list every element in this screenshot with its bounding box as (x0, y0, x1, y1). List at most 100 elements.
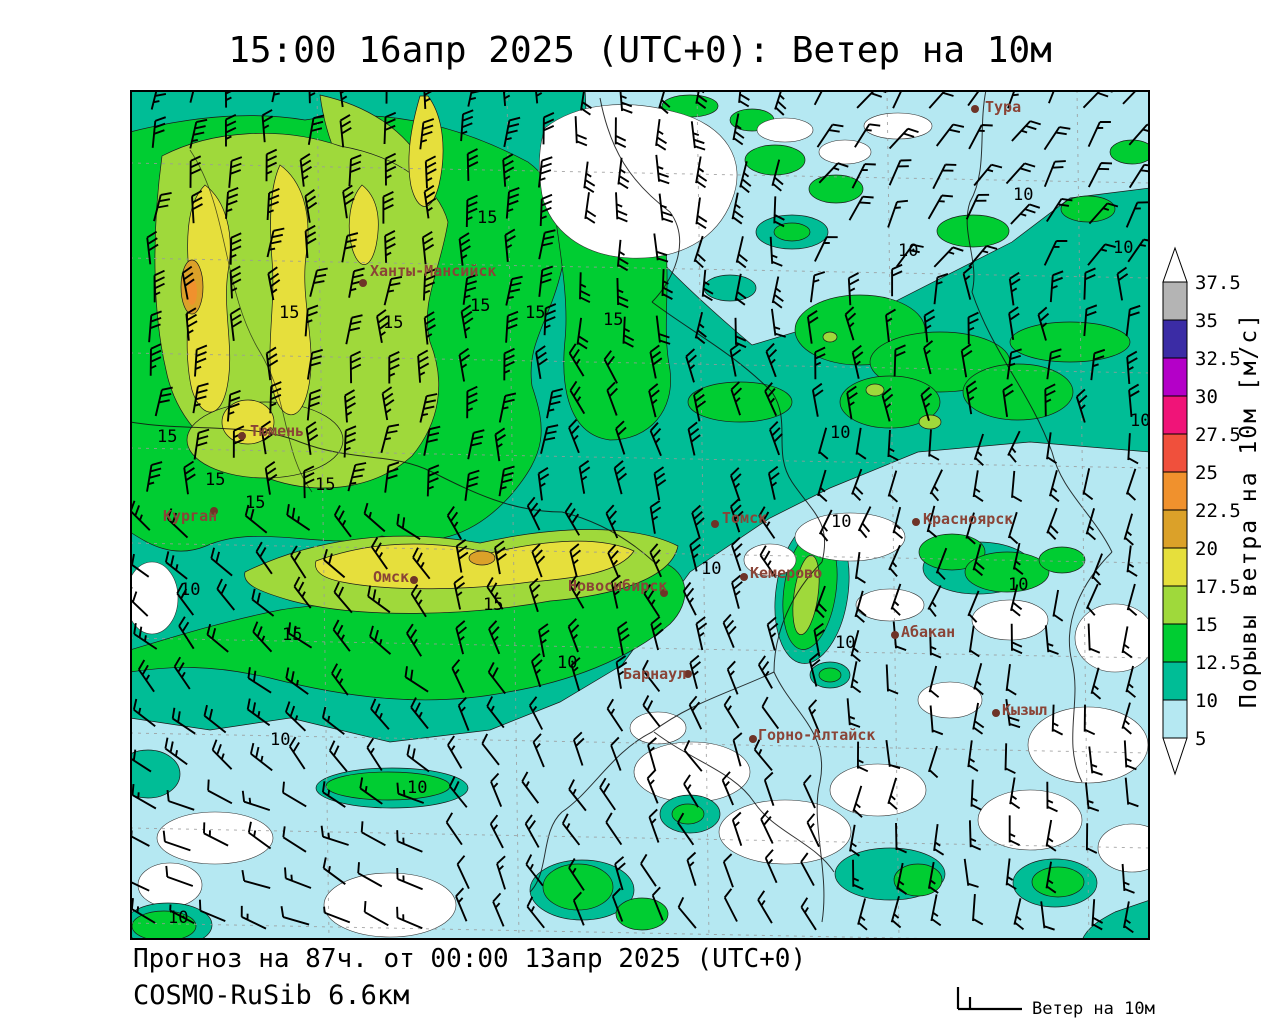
colorbar-axis-label: Порывы ветра на 10м [м/с] (1236, 312, 1262, 708)
region-blob (819, 140, 871, 164)
region-blob (704, 275, 756, 301)
region-blob (543, 864, 613, 910)
region-blob (819, 668, 841, 682)
city-label: Тура (985, 98, 1021, 116)
region-blob (919, 415, 941, 429)
colorbar-tick-label: 22.5 (1195, 500, 1241, 522)
city-label: Ханты-Мансийск (370, 262, 496, 280)
city-label: Томск (722, 509, 767, 527)
region-blob (830, 764, 926, 816)
colorbar: 37.53532.53027.52522.52017.51512.5105Пор… (1156, 246, 1280, 791)
colorbar-tick-label: 10 (1195, 690, 1218, 712)
page-title: 15:00 16апр 2025 (UTC+0): Ветер на 10м (0, 30, 1280, 71)
city-marker (749, 735, 757, 743)
contour-label: 10 (701, 559, 721, 579)
contour-label: 10 (1130, 411, 1150, 431)
region-blob (745, 145, 805, 175)
city-label: Горно-Алтайск (758, 726, 875, 744)
colorbar-arrow-up (1163, 248, 1187, 282)
region-blob (937, 215, 1009, 247)
contour-label: 15 (470, 296, 490, 316)
contour-label: 15 (477, 208, 497, 228)
region-blob (866, 384, 884, 396)
region-blob (856, 589, 924, 621)
colorbar-cell (1163, 548, 1187, 586)
forecast-info: Прогноз на 87ч. от 00:00 13апр 2025 (UTC… (133, 944, 806, 974)
region-blob (326, 772, 450, 800)
legend-label: Ветер на 10м (1032, 999, 1155, 1019)
region-blob (963, 364, 1073, 420)
region-blob (809, 175, 863, 203)
city-marker (410, 576, 418, 584)
region-blob (757, 118, 813, 142)
ochre-omsk-dab (469, 551, 495, 565)
region-blob (1039, 547, 1085, 573)
contour-label: 10 (830, 423, 850, 443)
colorbar-cell (1163, 472, 1187, 510)
region-blob (864, 113, 932, 139)
map-canvas: 1515151515151515151515151010101010101010… (130, 90, 1150, 940)
region-blob (1032, 867, 1084, 897)
wind-barb-legend: Ветер на 10м (948, 983, 1280, 1023)
colorbar-canvas: 37.53532.53027.52522.52017.51512.5105Пор… (1156, 246, 1280, 791)
city-marker (971, 105, 979, 113)
city-label: Курган (163, 507, 217, 525)
region-blob (978, 790, 1082, 850)
region-blob (918, 682, 982, 718)
colorbar-cell (1163, 282, 1187, 320)
colorbar-tick-label: 15 (1195, 614, 1218, 636)
city-label: Новосибирск (568, 577, 667, 595)
city-marker (359, 279, 367, 287)
colorbar-tick-label: 32.5 (1195, 348, 1241, 370)
city-marker (891, 631, 899, 639)
colorbar-tick-label: 27.5 (1195, 424, 1241, 446)
contour-label: 15 (205, 470, 225, 490)
colorbar-cell (1163, 320, 1187, 358)
city-marker (711, 520, 719, 528)
colorbar-tick-label: 17.5 (1195, 576, 1241, 598)
colorbar-tick-label: 25 (1195, 462, 1218, 484)
colorbar-cell (1163, 624, 1187, 662)
colorbar-cell (1163, 662, 1187, 700)
region-blob (672, 804, 704, 824)
city-label: Барнаул (623, 665, 686, 683)
city-label: Красноярск (923, 510, 1013, 528)
colorbar-tick-label: 30 (1195, 386, 1218, 408)
colorbar-cell (1163, 586, 1187, 624)
region-blob (719, 800, 851, 864)
contour-label: 15 (525, 303, 545, 323)
contour-label: 10 (1013, 185, 1033, 205)
legend-barb-icon (958, 987, 1022, 1009)
colorbar-tick-label: 37.5 (1195, 272, 1241, 294)
region-blob (1075, 604, 1150, 672)
contour-label: 15 (157, 427, 177, 447)
contour-label: 15 (279, 303, 299, 323)
colorbar-cell (1163, 434, 1187, 472)
calm-patch (539, 105, 737, 259)
weather-map: 1515151515151515151515151010101010101010… (130, 90, 1150, 940)
region-blob (1010, 322, 1130, 362)
contour-label: 10 (1113, 238, 1133, 258)
model-info: COSMO-RuSib 6.6км (133, 980, 409, 1011)
colorbar-tick-label: 12.5 (1195, 652, 1241, 674)
colorbar-cell (1163, 396, 1187, 434)
region-blob (130, 562, 178, 634)
colorbar-cell (1163, 510, 1187, 548)
colorbar-cell (1163, 700, 1187, 738)
city-label: Кызыл (1002, 701, 1047, 719)
contour-label: 15 (315, 475, 335, 495)
contour-label: 10 (180, 580, 200, 600)
contour-label: 10 (831, 512, 851, 532)
region-blob (823, 332, 837, 342)
region-blob (972, 600, 1048, 640)
contour-label: 10 (270, 730, 290, 750)
region-blob (774, 223, 810, 241)
city-label: Омск (373, 568, 409, 586)
colorbar-tick-label: 35 (1195, 310, 1218, 332)
contour-label: 10 (1008, 575, 1028, 595)
city-marker (740, 573, 748, 581)
city-label: Кемерово (750, 564, 822, 582)
colorbar-tick-label: 5 (1195, 728, 1206, 750)
city-marker (912, 518, 920, 526)
city-label: Абакан (901, 623, 955, 641)
